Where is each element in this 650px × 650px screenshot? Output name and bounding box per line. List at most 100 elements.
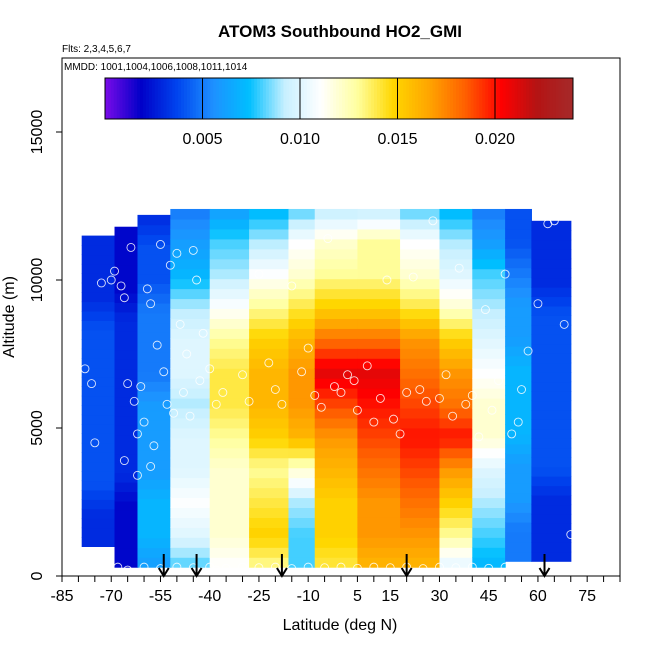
colorbar-segment (508, 78, 513, 119)
heatmap-cell (357, 397, 401, 409)
heatmap-cell (314, 248, 359, 260)
heatmap-cell (314, 288, 359, 300)
colorbar-segment (154, 78, 159, 119)
heatmap-cell (439, 378, 473, 389)
heatmap-cell (249, 407, 290, 419)
heatmap-cell (81, 452, 116, 463)
heatmap-cell (249, 308, 290, 319)
sample-point (198, 328, 208, 338)
sample-point (136, 382, 146, 392)
heatmap-cell (472, 417, 506, 429)
heatmap-cell (81, 480, 116, 491)
heatmap-cell (137, 479, 171, 490)
sample-point (352, 563, 362, 573)
heatmap-cell (472, 298, 506, 310)
heatmap-cell (400, 268, 441, 280)
colorbar-segment (321, 78, 325, 119)
heatmap-cell (439, 497, 473, 509)
colorbar-segment (248, 78, 252, 119)
colorbar-segment (558, 78, 562, 119)
heatmap-cell (137, 302, 171, 314)
heatmap-cell (400, 278, 441, 290)
heatmap-cell (288, 298, 316, 310)
heatmap-cell (357, 437, 401, 449)
colorbar-segment (107, 78, 112, 119)
sample-point (336, 562, 346, 572)
heatmap-cell (472, 258, 506, 270)
heatmap-cell (439, 507, 473, 518)
heatmap-cell (505, 306, 532, 318)
heatmap-cell (505, 238, 532, 249)
colorbar-segment (467, 78, 472, 119)
heatmap-cell (209, 368, 250, 379)
heatmap-cell (170, 338, 211, 349)
colorbar-segment (303, 78, 308, 119)
colorbar-segment (517, 78, 521, 119)
heatmap-cell (505, 414, 532, 425)
colorbar-segment (368, 78, 372, 119)
heatmap-cell (505, 385, 532, 396)
heatmap-cell (439, 268, 473, 280)
heatmap-cell (288, 417, 316, 429)
heatmap-cell (114, 368, 139, 379)
heatmap-cell (137, 400, 171, 412)
colorbar-segment (388, 78, 393, 119)
sample-point (159, 367, 169, 377)
heatmap-cell (81, 273, 116, 284)
heatmap-cell (314, 268, 359, 280)
heatmap-cell (505, 502, 532, 513)
colorbar-segment (456, 78, 460, 119)
heatmap-cell (400, 447, 441, 459)
x-axis: -85 -70 -55 -40 -25 -10 5 15 30 45 60 75 (50, 576, 621, 605)
heatmap-cell (114, 226, 139, 237)
heatmap-cell (505, 492, 532, 504)
colorbar-segment (192, 78, 197, 119)
sample-point (264, 358, 274, 368)
sample-point (192, 275, 202, 285)
heatmap-cell (531, 334, 572, 345)
colorbar-segment (350, 78, 355, 119)
colorbar-segment (397, 78, 401, 119)
heatmap-cell (400, 537, 441, 548)
heatmap-cell (531, 343, 572, 354)
sample-point (175, 319, 185, 329)
colorbar-segment (198, 78, 203, 119)
y-tick-label: 5000 (29, 410, 46, 446)
sample-point (448, 411, 458, 421)
heatmap-cell (209, 378, 250, 389)
heatmap-cell (472, 467, 506, 479)
heatmap-cell (314, 397, 359, 409)
heatmap-cell (314, 447, 359, 459)
sample-point (484, 563, 494, 573)
heatmap-cell (249, 557, 290, 568)
sample-point (185, 411, 195, 421)
heatmap-cell (249, 318, 290, 329)
heatmap-cell (170, 507, 211, 518)
heatmap-cell (170, 437, 211, 449)
heatmap-cell (249, 388, 290, 399)
heatmap (81, 208, 572, 568)
heatmap-cell (314, 417, 359, 429)
heatmap-cell (114, 340, 139, 351)
heatmap-cell (170, 457, 211, 469)
heatmap-cell (288, 427, 316, 439)
heatmap-cell (137, 439, 171, 451)
colorbar-tick-label: 0.020 (475, 131, 515, 148)
heatmap-cell (170, 388, 211, 399)
heatmap-cell (531, 466, 572, 477)
heatmap-cell (137, 283, 171, 294)
heatmap-cell (505, 375, 532, 386)
heatmap-cell (357, 497, 401, 509)
sample-point (316, 402, 326, 412)
heatmap-cell (531, 239, 572, 250)
heatmap-cell (400, 288, 441, 300)
colorbar-segment (213, 78, 217, 119)
heatmap-cell (314, 218, 359, 230)
heatmap-cell (439, 328, 473, 339)
heatmap-cell (114, 321, 139, 332)
heatmap-cell (170, 298, 211, 310)
colorbar-frame (104, 77, 574, 120)
heatmap-cell (472, 447, 506, 459)
heatmap-cell (505, 551, 532, 562)
colorbar-segment (470, 78, 475, 119)
